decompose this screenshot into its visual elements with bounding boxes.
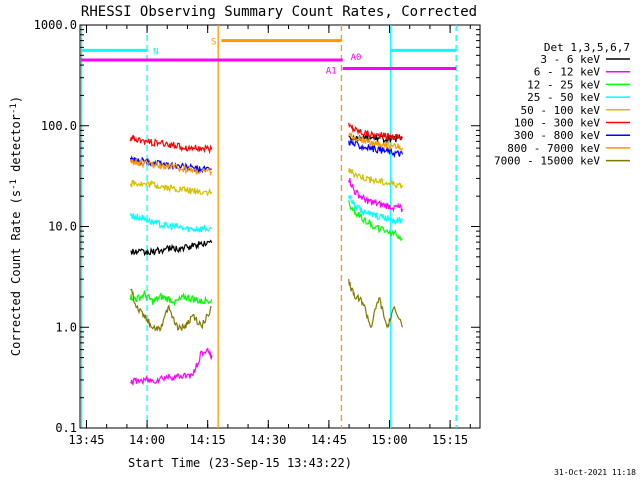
series-line-3-seg1 (129, 213, 213, 234)
legend-label-0: 3 - 6 keV (540, 53, 600, 66)
series-line-7-seg2 (348, 131, 403, 152)
x-tick-label-5: 15:00 (371, 433, 407, 447)
x-tick-label-2: 14:15 (190, 433, 226, 447)
series-line-0-seg1 (130, 239, 213, 257)
series-line-5-seg2 (348, 122, 403, 141)
series-line-2-seg1 (129, 289, 213, 307)
y-tick-label-0: 0.1 (55, 421, 77, 435)
series-line-0-seg2 (348, 133, 403, 144)
plot-area: N S A0 A1 13:45 14:00 14:15 14:30 14:45 15:00 15:… (34, 18, 481, 447)
series-line-3-seg2 (348, 194, 403, 226)
state-bars: N S A0 A1 (81, 38, 457, 77)
x-axis-ticks: 13:45 14:00 14:15 14:30 14:45 15:00 15:15 (68, 25, 471, 447)
y-tick-label-1: 1.0 (55, 320, 77, 334)
series-line-2-seg2 (348, 200, 403, 242)
x-tick-label-0: 13:45 (68, 433, 104, 447)
x-tick-label-6: 15:15 (432, 433, 468, 447)
series-line-8-seg1 (130, 288, 212, 333)
legend-label-4: 50 - 100 keV (521, 104, 601, 117)
chart-title: RHESSI Observing Summary Count Rates, Co… (81, 4, 477, 20)
y-tick-label-4: 1000.0 (34, 18, 77, 32)
series-line-4-seg2 (348, 168, 403, 189)
legend-label-5: 100 - 300 keV (514, 117, 600, 130)
state-bar-label-0: N (153, 47, 158, 57)
series-lines (129, 122, 403, 387)
series-line-1-seg1 (130, 347, 213, 387)
legend-label-7: 800 - 7000 keV (507, 142, 600, 155)
legend-label-3: 25 - 50 keV (527, 91, 600, 104)
attenuator-lines (80, 25, 457, 428)
x-tick-label-3: 14:30 (250, 433, 286, 447)
series-line-8-seg2 (348, 279, 403, 329)
series-line-6-seg1 (129, 155, 212, 175)
y-axis-label: Corrected Count Rate (s-1 detector-1) (9, 96, 23, 356)
legend-header: Det 1,3,5,6,7 (544, 41, 630, 54)
state-bar-label-4: A1 (326, 67, 337, 77)
legend-label-1: 6 - 12 keV (534, 66, 601, 79)
legend-label-2: 12 - 25 keV (527, 78, 600, 91)
y-tick-label-3: 100.0 (41, 119, 77, 133)
series-line-1-seg2 (348, 178, 403, 213)
series-line-7-seg1 (129, 159, 213, 176)
x-axis-label: Start Time (23-Sep-15 13:43:22) (128, 456, 352, 470)
timestamp: 31-Oct-2021 11:18 (554, 468, 636, 477)
legend-label-8: 7000 - 15000 keV (494, 155, 600, 168)
plot-frame (79, 24, 481, 429)
x-tick-label-4: 14:45 (311, 433, 347, 447)
legend-label-6: 300 - 800 keV (514, 129, 600, 142)
y-tick-label-2: 10.0 (48, 220, 77, 234)
series-line-6-seg2 (348, 139, 403, 159)
series-line-4-seg1 (129, 179, 213, 197)
state-bar-label-3: A0 (351, 53, 362, 63)
state-bar-label-2: S (211, 38, 216, 48)
y-axis-ticks: 0.1 1.0 10.0 100.0 1000.0 (34, 18, 480, 435)
series-line-5-seg1 (129, 134, 213, 155)
x-tick-label-1: 14:00 (129, 433, 165, 447)
